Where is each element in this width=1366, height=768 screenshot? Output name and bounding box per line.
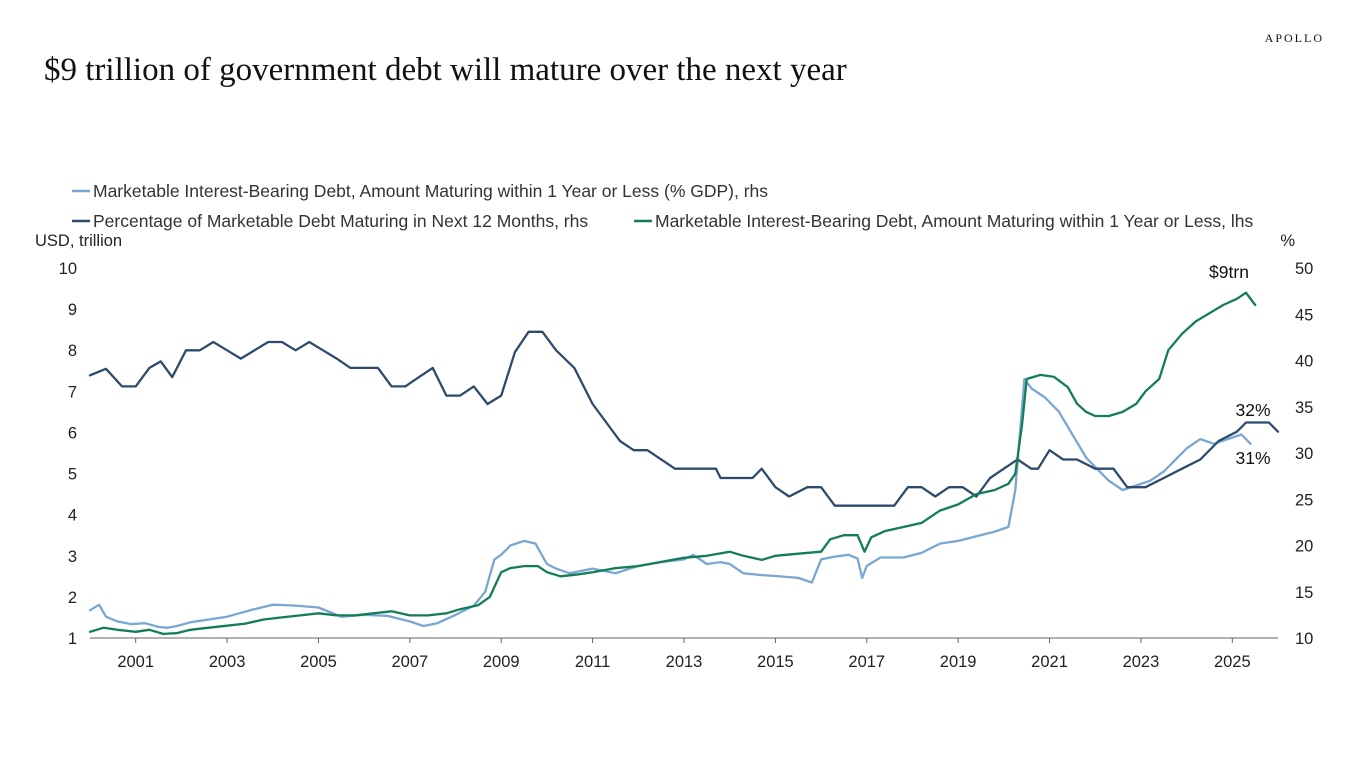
annotation-31pct: 31%	[1235, 448, 1270, 468]
left-axis-title: USD, trillion	[35, 232, 122, 250]
x-tick-label: 2021	[1031, 653, 1068, 671]
left-tick-label: 7	[68, 383, 77, 401]
series-line-pct-maturing	[88, 330, 1280, 507]
left-tick-label: 8	[68, 342, 77, 360]
series-line-usd	[88, 291, 1257, 636]
legend: Marketable Interest-Bearing Debt, Amount…	[72, 181, 1253, 231]
chart-title: $9 trillion of government debt will matu…	[44, 52, 847, 88]
x-tick-label: 2013	[666, 653, 703, 671]
annotation-32pct: 32%	[1235, 400, 1270, 420]
x-tick-label: 2015	[757, 653, 794, 671]
series-line-pct-gdp	[88, 377, 1252, 629]
left-tick-label: 4	[68, 507, 77, 525]
right-tick-label: 30	[1295, 445, 1313, 463]
left-tick-label: 1	[68, 630, 77, 648]
x-tick-label: 2019	[940, 653, 977, 671]
right-tick-label: 45	[1295, 306, 1313, 324]
right-tick-label: 10	[1295, 630, 1313, 648]
left-tick-label: 10	[59, 260, 77, 278]
left-tick-label: 9	[68, 301, 77, 319]
x-tick-label: 2001	[117, 653, 154, 671]
right-tick-label: 15	[1295, 584, 1313, 602]
x-tick-label: 2011	[575, 653, 610, 671]
right-axis-ticks: 50 45 40 35 30 25 20 15 10	[1295, 260, 1313, 648]
right-tick-label: 40	[1295, 353, 1313, 371]
right-tick-label: 35	[1295, 399, 1313, 417]
left-tick-label: 2	[68, 589, 77, 607]
x-tick-label: 2025	[1214, 653, 1251, 671]
left-axis-ticks: 10 9 8 7 6 5 4 3 2 1	[59, 260, 77, 648]
x-tick-label: 2007	[391, 653, 428, 671]
right-tick-label: 20	[1295, 538, 1313, 556]
x-tick-label: 2005	[300, 653, 337, 671]
x-tick-label: 2023	[1123, 653, 1160, 671]
left-tick-label: 5	[68, 466, 77, 484]
right-tick-label: 50	[1295, 260, 1313, 278]
x-tick-label: 2017	[848, 653, 885, 671]
annotation-9trn: $9trn	[1209, 262, 1249, 282]
legend-label-usd: Marketable Interest-Bearing Debt, Amount…	[655, 211, 1253, 231]
legend-label-pct-maturing: Percentage of Marketable Debt Maturing i…	[93, 211, 588, 231]
x-tick-label: 2009	[483, 653, 520, 671]
right-axis-title: %	[1280, 232, 1295, 250]
series-layer	[88, 291, 1280, 636]
right-tick-label: 25	[1295, 491, 1313, 509]
x-axis-ticks: 2001 2003 2005 2007 2009 2011 2013 2015 2017 2019…	[117, 638, 1251, 671]
left-tick-label: 6	[68, 424, 77, 442]
legend-label-pct-gdp: Marketable Interest-Bearing Debt, Amount…	[93, 181, 768, 201]
left-tick-label: 3	[68, 548, 77, 566]
brand-logo: APOLLO	[1264, 31, 1324, 45]
x-tick-label: 2003	[209, 653, 246, 671]
